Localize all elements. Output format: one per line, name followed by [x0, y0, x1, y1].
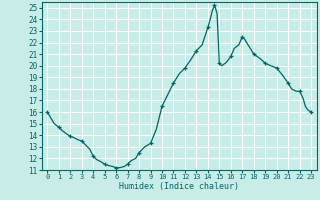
X-axis label: Humidex (Indice chaleur): Humidex (Indice chaleur): [119, 182, 239, 191]
